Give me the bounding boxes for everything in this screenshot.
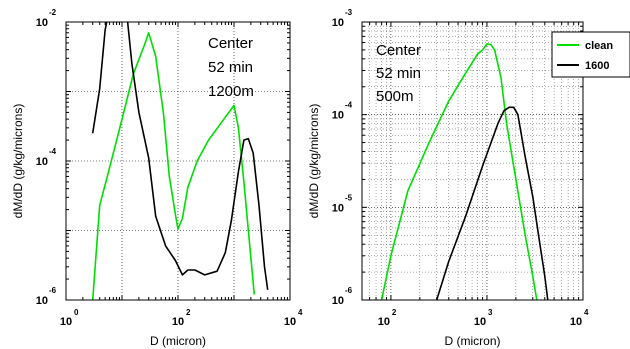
x-tick-exponent: 3 [488,308,493,317]
x-tick-label: 10 [172,316,184,328]
legend-box [551,31,630,78]
x-tick-label: 10 [60,316,72,328]
y-tick-exponent: -5 [345,193,353,202]
y-tick-label: 10 [36,17,48,29]
legend: clean 1600 [551,31,630,78]
y-tick-exponent: -3 [345,8,353,17]
series-line-1600 [435,106,549,300]
y-tick-exponent: -6 [345,286,353,295]
x-tick-label: 10 [284,316,296,328]
y-axis-label: dM/dD (g/kg/microns) [307,104,321,219]
x-tick-label: 10 [378,316,390,328]
series-line-black [91,22,269,290]
plot-frame [361,21,584,301]
x-tick-exponent: 0 [74,308,79,317]
legend-label: clean [585,40,613,52]
x-tick-exponent: 4 [584,308,589,317]
series-line-clean [380,43,538,300]
grid [66,22,290,300]
y-tick-label: 10 [332,202,344,214]
y-tick-exponent: -6 [49,286,57,295]
annotation-text: 52 min [376,65,421,82]
x-tick-label: 10 [474,316,486,328]
y-tick-label: 10 [36,295,48,307]
y-tick-label: 10 [332,110,344,122]
plot-frame [65,21,291,301]
legend-label: 1600 [585,60,609,72]
x-tick-label: 10 [570,316,582,328]
x-axis-label: D (micron) [445,334,501,348]
annotation-text: 1200m [208,83,254,100]
grid [362,22,583,300]
y-tick-exponent: -2 [49,8,57,17]
y-tick-label: 10 [332,295,344,307]
y-tick-label: 10 [332,17,344,29]
y-tick-label: 10 [36,156,48,168]
x-tick-exponent: 2 [392,308,397,317]
annotation-text: 52 min [208,59,253,76]
annotation-text: Center [376,42,421,59]
x-tick-exponent: 4 [298,308,303,317]
y-tick-exponent: -4 [345,101,353,110]
annotation-text: 500m [376,88,414,105]
series-line-green [91,31,256,300]
annotation-text: Center [208,35,253,52]
y-axis-label: dM/dD (g/kg/microns) [11,104,25,219]
y-tick-exponent: -4 [49,147,57,156]
x-axis-label: D (micron) [150,334,206,348]
x-tick-exponent: 2 [186,308,191,317]
